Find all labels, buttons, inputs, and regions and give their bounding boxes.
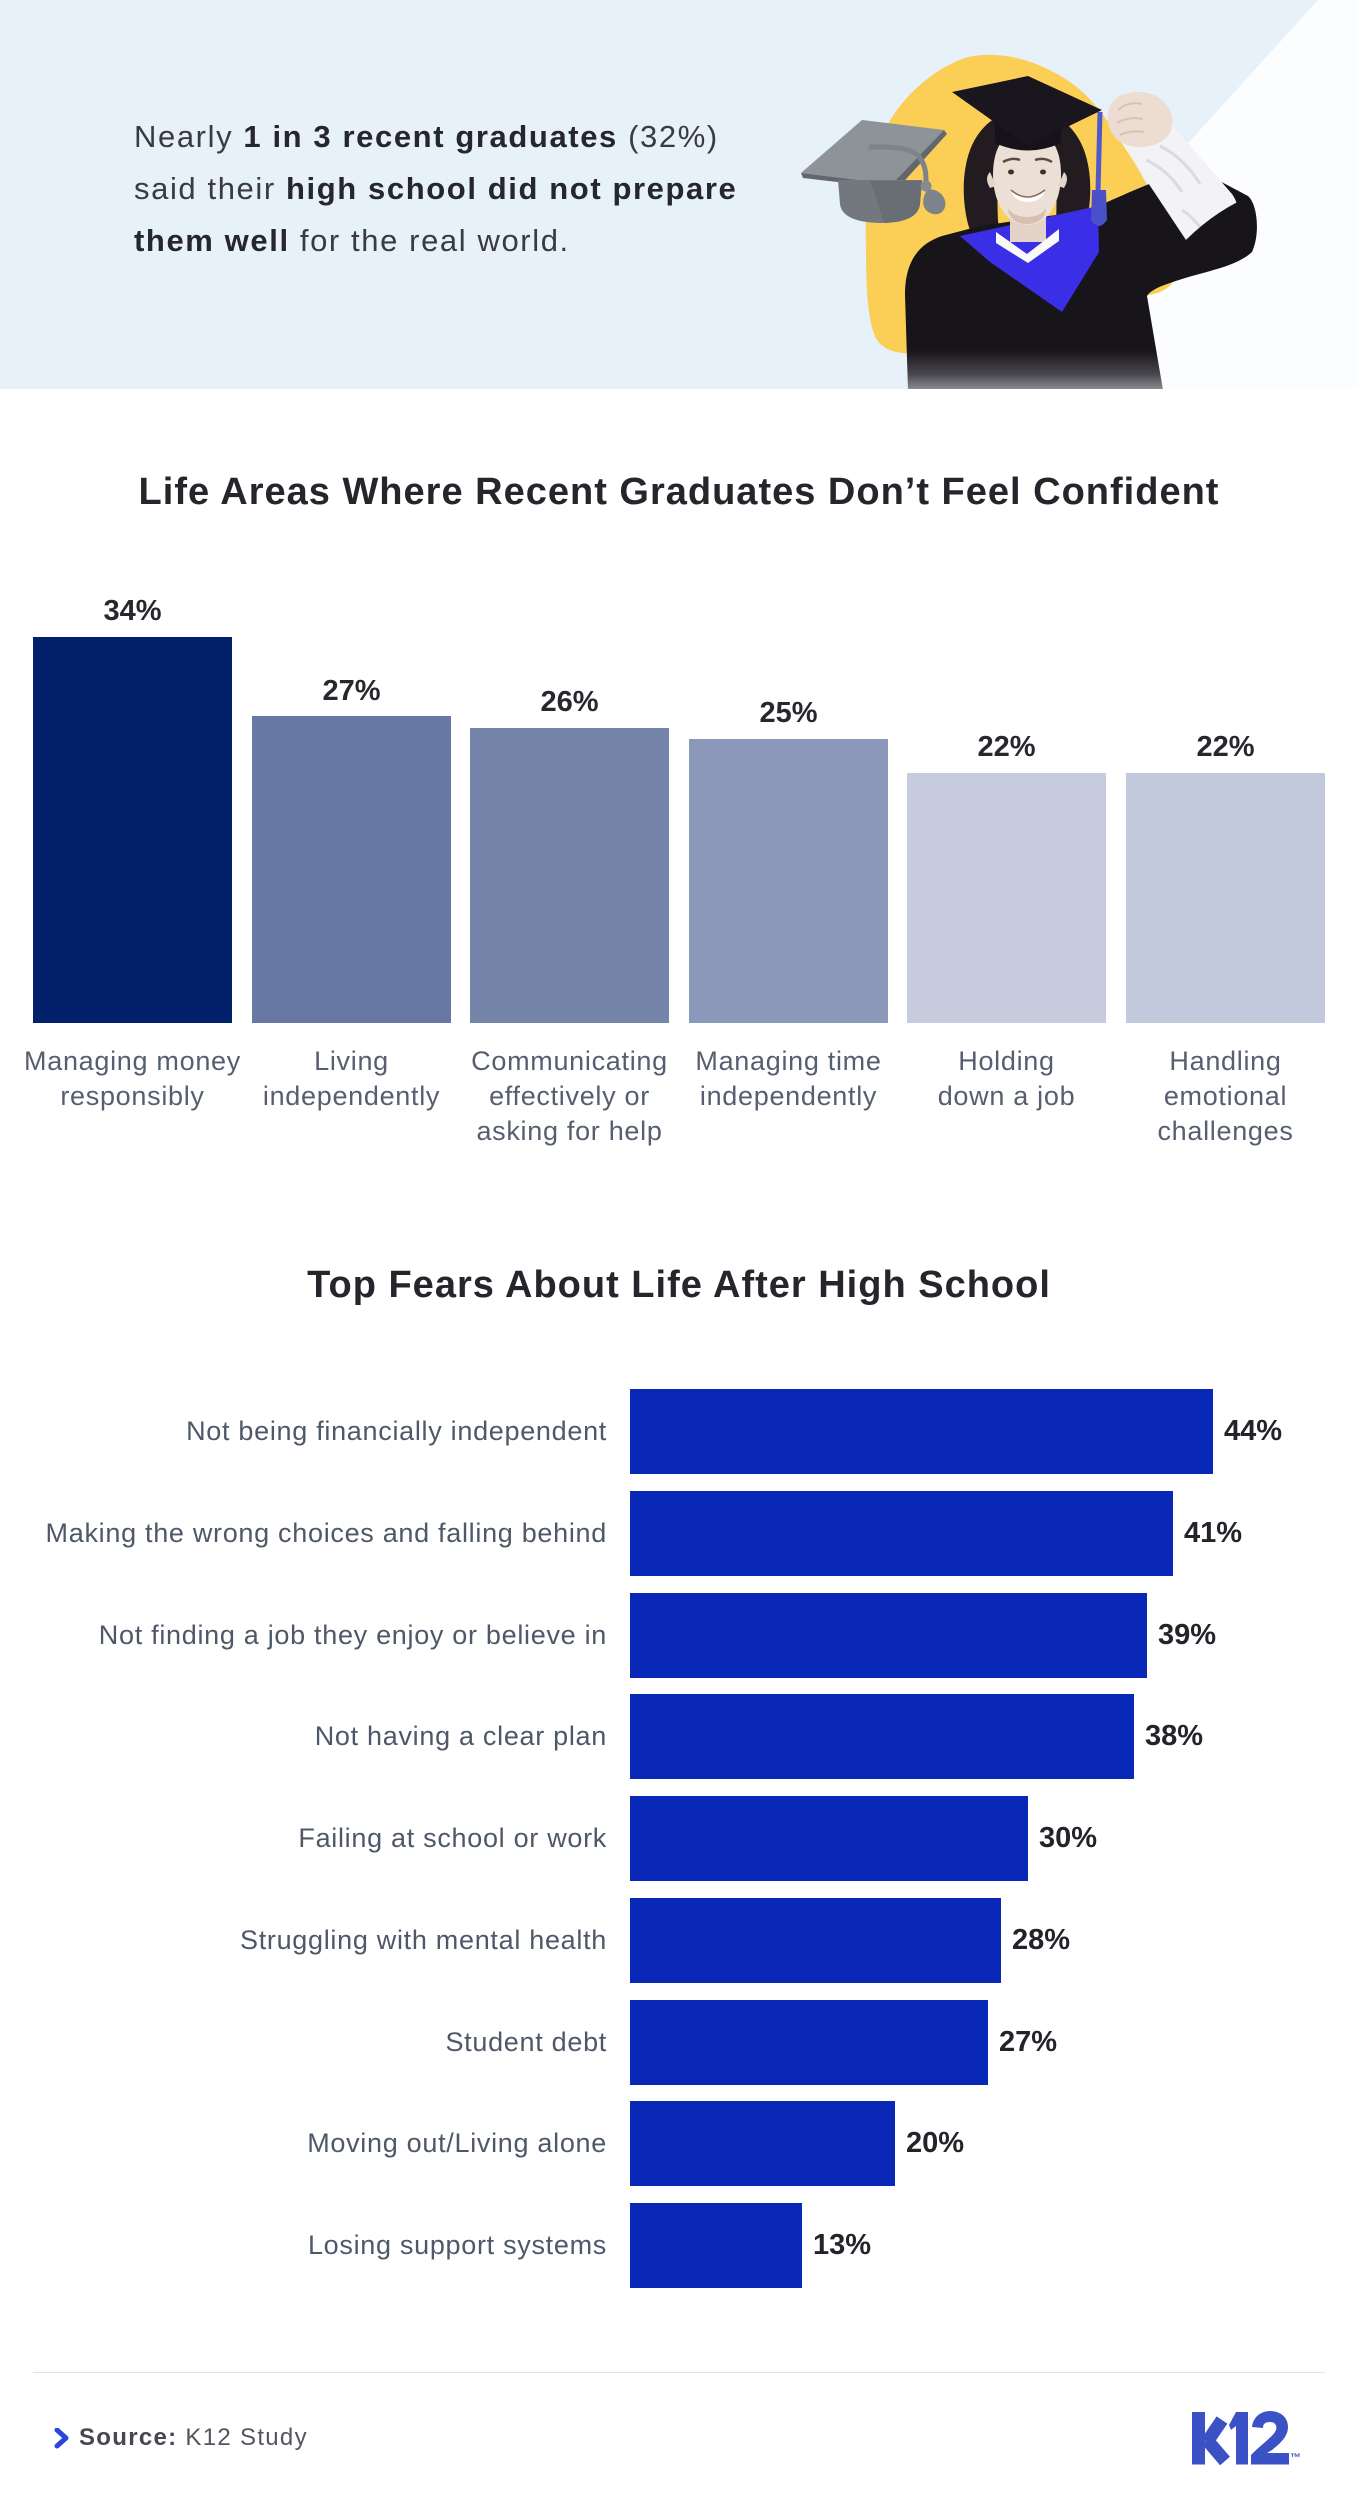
svg-text:™: ™ [1290,2452,1301,2464]
